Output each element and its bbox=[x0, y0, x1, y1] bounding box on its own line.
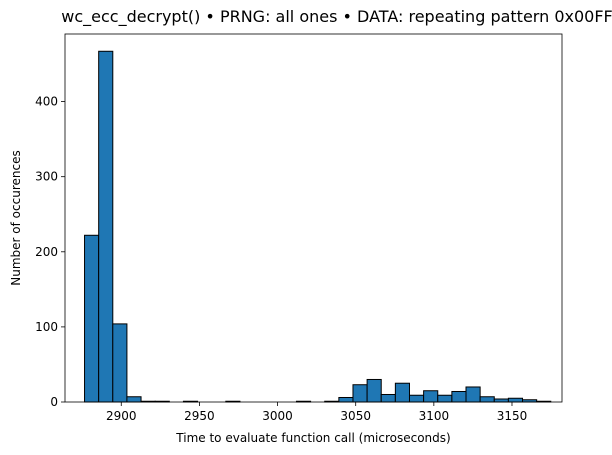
x-tick-label: 3050 bbox=[340, 409, 371, 423]
histogram-bar bbox=[423, 390, 439, 403]
histogram-bar bbox=[84, 234, 100, 403]
y-tick-label: 200 bbox=[35, 245, 58, 259]
histogram-bar bbox=[126, 396, 142, 403]
histogram-bar bbox=[380, 393, 396, 403]
y-tick-label: 400 bbox=[35, 95, 58, 109]
y-axis-label: Number of occurences bbox=[9, 150, 23, 285]
histogram-bar bbox=[479, 396, 495, 403]
x-tick-label: 2900 bbox=[106, 409, 137, 423]
histogram-bar bbox=[338, 396, 354, 403]
histogram-bar bbox=[112, 323, 128, 403]
y-axis-ticks: 0 100 200 300 400 bbox=[35, 95, 65, 409]
histogram-bar bbox=[394, 382, 410, 403]
x-tick-label: 3000 bbox=[262, 409, 293, 423]
x-tick-label: 2950 bbox=[184, 409, 215, 423]
x-tick-label: 3100 bbox=[419, 409, 450, 423]
y-tick-label: 0 bbox=[50, 395, 58, 409]
y-tick-label: 100 bbox=[35, 320, 58, 334]
histogram-bar bbox=[437, 394, 453, 403]
plot-frame bbox=[64, 33, 563, 403]
histogram-bar bbox=[98, 50, 114, 403]
bars-group bbox=[84, 50, 552, 403]
x-axis-ticks: 2900 2950 3000 3050 3100 3150 bbox=[106, 402, 527, 423]
x-axis-label: Time to evaluate function call (microsec… bbox=[175, 431, 450, 445]
chart-title: wc_ecc_decrypt() • PRNG: all ones • DATA… bbox=[61, 7, 612, 27]
histogram-bar bbox=[352, 384, 368, 403]
histogram-bar bbox=[507, 397, 524, 403]
histogram-bar bbox=[493, 398, 509, 403]
y-tick-label: 300 bbox=[35, 170, 58, 184]
x-tick-label: 3150 bbox=[497, 409, 528, 423]
histogram-bar bbox=[451, 390, 467, 403]
histogram-bar bbox=[366, 378, 382, 403]
histogram-bar bbox=[465, 386, 481, 403]
histogram-bar bbox=[408, 394, 425, 403]
